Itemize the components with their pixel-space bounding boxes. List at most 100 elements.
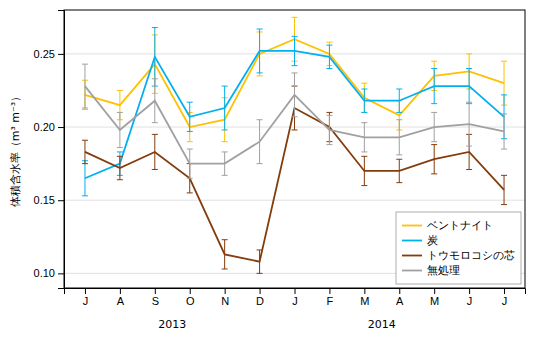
x-tick-label: J [292,295,298,307]
x-tick: J [502,288,508,307]
y-tick-mark [58,54,64,55]
x-tick-label: A [117,295,125,307]
error-bar [257,120,263,164]
x-tick-mark [225,288,226,294]
series-line [85,51,504,178]
x-tick-mark [469,288,470,294]
x-tick-mark [260,288,261,294]
error-bar [117,156,123,179]
x-tick: J [467,288,473,307]
error-bar [82,64,88,108]
legend-frame [396,212,521,284]
y-tick: 0.20 [34,121,64,133]
error-bar [466,102,472,146]
legend-swatch [402,270,422,272]
error-bar [326,45,332,68]
y-axis-line [58,11,65,289]
y-tick: 0.10 [34,267,64,279]
error-bar [326,115,332,144]
x-tick: A [396,288,404,307]
y-tick: 0.15 [34,194,64,206]
chart: J A S O N D J F M A M J J 0.10 0.15 0.20 0.25 2013 2014 ベント… [0,0,535,342]
error-bar [117,112,123,147]
annotation: 2013 [158,318,186,331]
error-bar [396,89,402,112]
x-tick-mark [329,288,330,294]
error-bar [82,140,88,163]
error-bar [152,134,158,169]
error-bar [396,159,402,182]
error-bar [431,112,437,141]
x-tick-label: F [327,295,334,307]
error-bar [257,29,263,73]
annotation: 2014 [368,318,396,331]
error-bar [361,89,367,112]
plot: J A S O N D J F M A M J J 0.10 0.15 0.20 0.25 2013 2014 ベント… [34,10,526,331]
x-tick-mark [190,288,191,294]
series [82,17,507,141]
x-tick-label: S [152,295,159,307]
error-bar [431,145,437,174]
x-tick: M [430,288,439,307]
x-tick: J [83,288,89,307]
x-tick: S [152,288,159,307]
error-bar [222,240,228,269]
error-bar [82,161,88,196]
x-tick-label: J [467,295,473,307]
x-tick-label: J [502,295,508,307]
x-tick: M [360,288,369,307]
grid-line [64,200,525,201]
y-axis-title: 体積含水率（m³ m⁻³） [9,91,22,208]
y-tick-label: 0.20 [34,121,55,133]
x-tick-mark [295,288,296,294]
error-bar [466,69,472,104]
x-tick-mark [120,288,121,294]
y-tick-label: 0.10 [34,267,55,279]
x-tick-label: M [430,295,439,307]
error-bar [292,36,298,65]
error-bar [501,175,507,204]
x-tick-label: M [360,295,369,307]
plot-frame [64,10,525,288]
x-tick-mark [155,288,156,294]
error-bar [431,69,437,104]
error-bar [152,79,158,123]
legend: ベントナイト炭トウモロコシの芯無処理 [396,212,521,284]
legend-swatch [402,240,422,242]
error-bar [361,156,367,185]
x-tick: D [256,288,264,307]
x-axis: JASONDJFMAMJJ [65,288,526,307]
x-axis-line [65,289,526,295]
x-tick: F [327,288,334,307]
y-axis: 0.10 0.15 0.20 0.25 [34,11,65,289]
error-bar [292,73,298,117]
legend-entry: ベントナイト [427,219,493,232]
y-tick-mark [58,200,64,201]
x-tick-mark [399,288,400,294]
legend-entry: 炭 [427,234,438,247]
error-bar [396,120,402,155]
series [82,64,507,178]
error-bar [222,152,228,175]
x-tick: J [292,288,298,307]
x-tick-label: J [83,295,89,307]
error-bar [187,149,193,178]
error-bar [501,114,507,149]
y-tick-label: 0.25 [34,48,55,60]
x-tick: A [117,288,125,307]
x-tick-mark [504,288,505,294]
x-tick-mark [364,288,365,294]
error-bar [152,28,158,87]
y-tick: 0.25 [34,48,64,60]
legend-entry: トウモロコシの芯 [427,249,515,262]
x-tick-label: A [396,295,404,307]
legend-swatch [402,255,422,257]
x-tick-label: N [221,295,229,307]
series [82,28,507,196]
x-tick: N [221,288,229,307]
legend-swatch [402,225,422,227]
error-bar [361,123,367,152]
x-tick-mark [434,288,435,294]
x-tick-mark [85,288,86,294]
x-tick: O [186,288,195,307]
